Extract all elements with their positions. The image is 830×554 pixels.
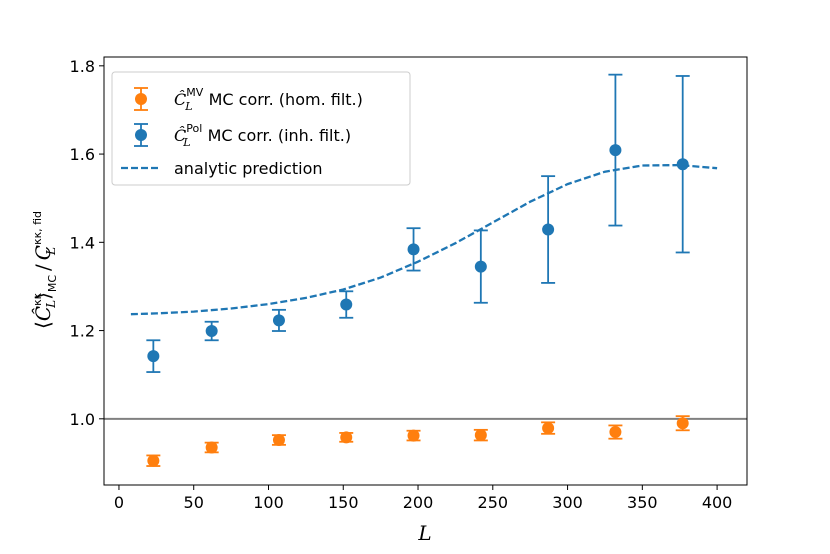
- y-tick-label-3: 1.6: [70, 145, 95, 164]
- legend-pol-sup: Pol: [186, 122, 202, 135]
- axis-ticks: 0 50 100 150 200 250 300 350 400 1.0 1.2 1.4 1.6 1.8: [70, 57, 733, 512]
- x-tick-label-5: 250: [478, 493, 509, 512]
- plot-area: [104, 73, 747, 467]
- prediction-line: [130, 163, 718, 316]
- legend-pol-sub: L: [182, 136, 190, 149]
- y-label-open-bracket: ⟨: [31, 321, 55, 329]
- mv-point-5: [474, 429, 487, 442]
- y-axis-label: ⟨ĈκκL⟩MC/Cκκ, fidL: [30, 211, 59, 329]
- x-tick-label-6: 300: [552, 493, 583, 512]
- legend-mv-sup: MV: [186, 86, 203, 99]
- y-tick-label-0: 1.0: [70, 410, 95, 429]
- legend-pol-text: MC corr. (inh. filt.): [208, 126, 352, 145]
- mv-point-2: [272, 433, 285, 446]
- y-label-sup-kk: κκ: [31, 292, 44, 305]
- x-axis-label: L: [417, 521, 431, 545]
- legend-mv-text: MC corr. (hom. filt.): [209, 90, 363, 109]
- y-label-close-bracket: ⟩: [31, 292, 55, 300]
- legend-mv-sub: L: [184, 100, 192, 113]
- x-tick-label-0: 0: [114, 493, 124, 512]
- axes-frame: [103, 56, 748, 486]
- legend-prediction-text: analytic prediction: [174, 159, 323, 178]
- x-tick-label-2: 100: [253, 493, 284, 512]
- legend-pol-marker: [135, 129, 147, 141]
- pol-point-8: [676, 158, 689, 171]
- y-label-c-hat: Ĉ: [30, 306, 55, 321]
- x-tick-label-8: 400: [702, 493, 733, 512]
- pol-point-4: [407, 243, 420, 256]
- y-label-sub-l-2: L: [44, 247, 58, 256]
- y-tick-label-4: 1.8: [70, 57, 95, 76]
- pol-point-1: [205, 325, 218, 338]
- mv-point-4: [407, 429, 420, 442]
- y-label-sup-kk-fid: κκ, fid: [31, 211, 44, 245]
- legend-pol-symbol: Ĉ: [174, 125, 186, 145]
- mv-point-0: [147, 454, 160, 467]
- pol-point-2: [272, 314, 285, 327]
- legend-mv-symbol: Ĉ: [174, 89, 186, 109]
- legend: ĈMV L MC corr. (hom. filt.) ĈPol L MC corr. …: [111, 71, 411, 186]
- x-tick-label-7: 350: [627, 493, 658, 512]
- pol-point-0: [147, 350, 160, 363]
- y-label-sub-l: L: [44, 300, 58, 309]
- x-tick-label-1: 50: [184, 493, 204, 512]
- pol-point-5: [474, 260, 487, 273]
- x-tick-label-4: 200: [403, 493, 434, 512]
- mv-point-3: [340, 431, 353, 444]
- legend-mv-marker: [135, 93, 147, 105]
- pol-point-7: [609, 144, 622, 157]
- mv-point-7: [609, 426, 622, 439]
- legend-box: [111, 71, 411, 186]
- y-label-sub-mc: MC: [46, 275, 59, 292]
- svg-text:⟨ĈκκL⟩MC/Cκκ, fidL: ⟨ĈκκL⟩MC/Cκκ, fidL: [30, 211, 59, 329]
- y-tick-label-1: 1.2: [70, 322, 95, 341]
- legend-entry-mv: ĈMV L MC corr. (hom. filt.): [134, 86, 363, 113]
- y-label-c: C: [31, 245, 55, 260]
- y-label-slash: /: [31, 264, 55, 271]
- pol-point-6: [542, 223, 555, 236]
- mv-point-8: [676, 417, 689, 430]
- mv-point-1: [205, 441, 218, 454]
- legend-entry-prediction: analytic prediction: [121, 159, 323, 178]
- legend-entry-pol: ĈPol L MC corr. (inh. filt.): [134, 122, 351, 149]
- y-tick-label-2: 1.4: [70, 233, 95, 252]
- pol-point-3: [340, 298, 353, 311]
- x-tick-label-3: 150: [328, 493, 359, 512]
- mv-point-6: [542, 422, 555, 435]
